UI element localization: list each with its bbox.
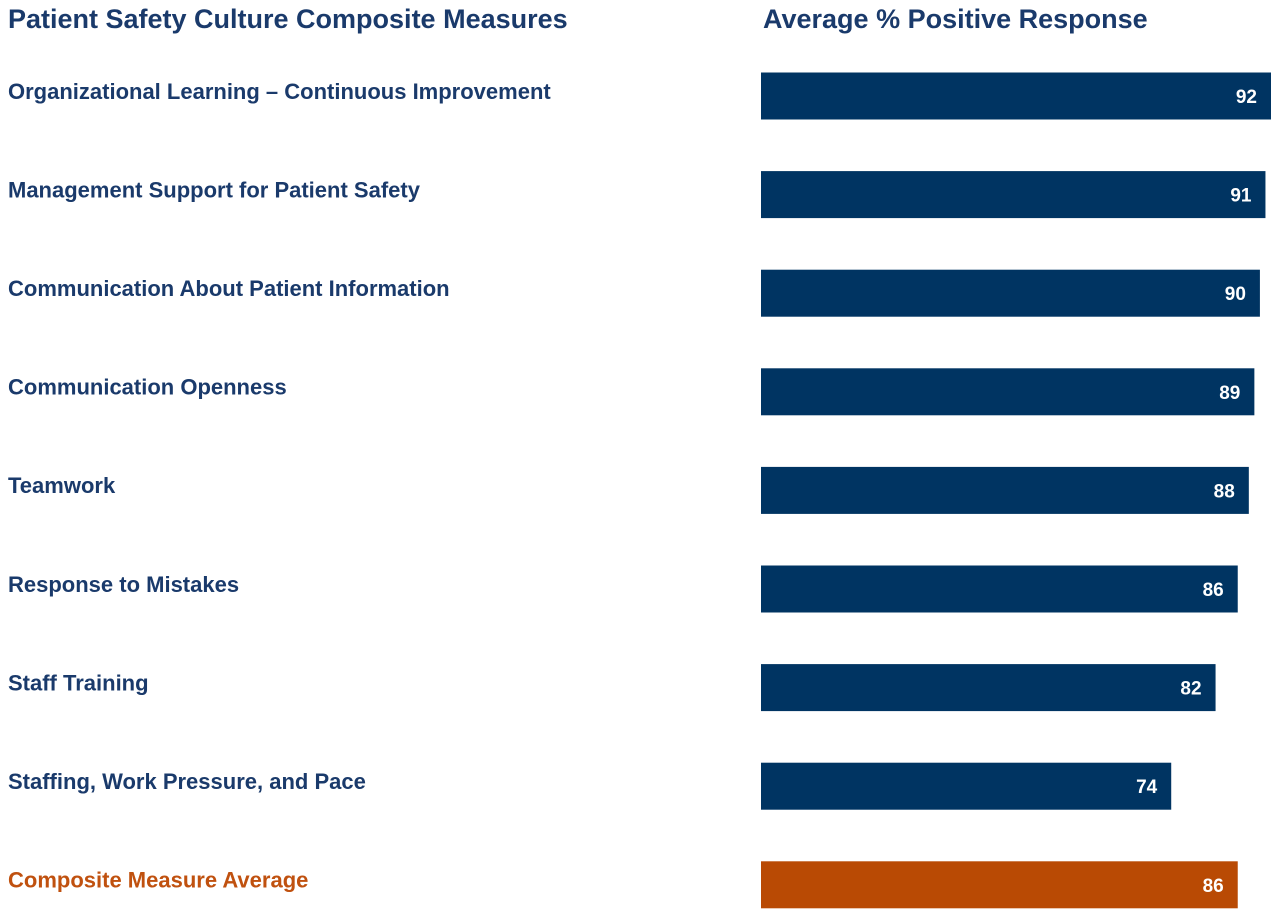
bar <box>761 762 1172 810</box>
category-label: Management Support for Patient Safety <box>8 177 421 202</box>
value-label: 82 <box>1180 679 1201 700</box>
value-label: 89 <box>1219 383 1240 404</box>
category-label: Organizational Learning – Continuous Imp… <box>8 79 551 104</box>
category-label: Communication About Patient Information <box>8 276 450 301</box>
value-title: Average % Positive Response <box>763 4 1148 34</box>
bar <box>761 664 1216 712</box>
value-label: 86 <box>1203 580 1224 601</box>
category-label: Staff Training <box>8 670 149 695</box>
bar <box>761 72 1271 120</box>
category-label: Communication Openness <box>8 375 287 400</box>
value-label: 74 <box>1136 777 1158 798</box>
bar <box>761 171 1266 219</box>
bar <box>761 269 1260 317</box>
category-label: Response to Mistakes <box>8 572 239 597</box>
bar <box>761 466 1249 514</box>
chart-title: Patient Safety Culture Composite Measure… <box>8 4 568 34</box>
value-label: 86 <box>1203 876 1224 897</box>
category-label: Staffing, Work Pressure, and Pace <box>8 769 366 794</box>
bar <box>761 368 1255 416</box>
value-label: 92 <box>1236 87 1257 108</box>
category-label: Composite Measure Average <box>8 868 308 893</box>
bar <box>761 565 1238 613</box>
category-label: Teamwork <box>8 473 116 498</box>
value-label: 90 <box>1225 284 1246 305</box>
value-label: 91 <box>1230 186 1252 207</box>
value-label: 88 <box>1214 481 1235 502</box>
bar <box>761 861 1238 909</box>
